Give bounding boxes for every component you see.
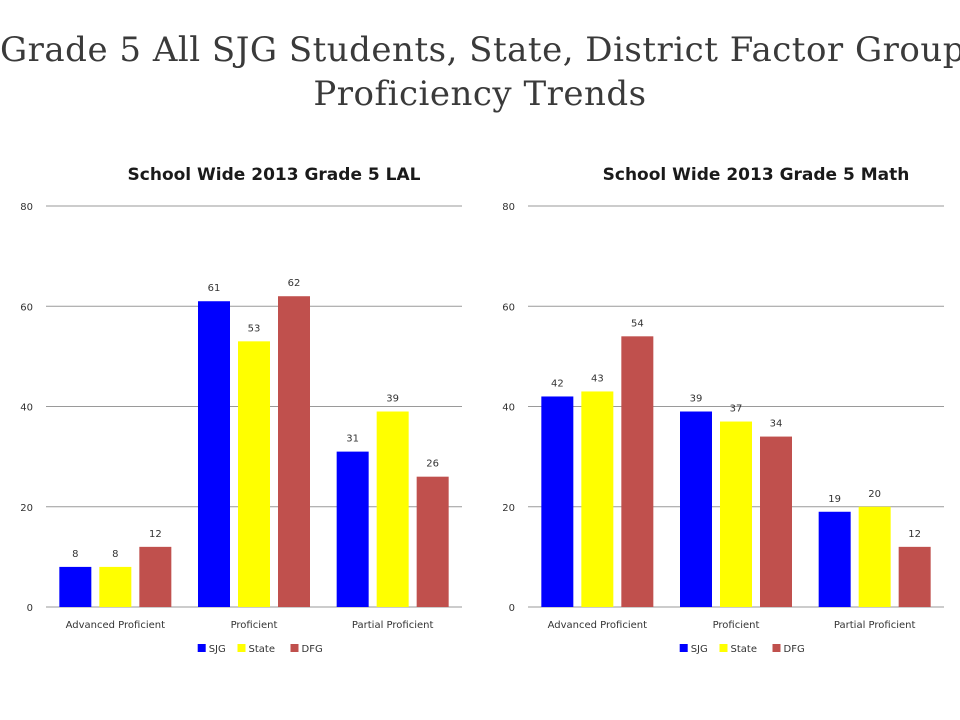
lal-y-tick-label: 20 xyxy=(20,503,33,514)
math-bar-dfg-2 xyxy=(898,546,931,607)
lal-category-label: Proficient xyxy=(231,620,278,631)
math-legend-label-sjg: SJG xyxy=(691,644,708,655)
math-legend-label-dfg: DFG xyxy=(784,644,805,655)
lal-y-tick-label: 60 xyxy=(20,302,33,313)
math-y-tick-label: 0 xyxy=(509,603,515,614)
math-data-label: 39 xyxy=(690,394,703,405)
lal-y-tick-label: 80 xyxy=(20,202,33,213)
lal-legend-swatch-sjg xyxy=(197,644,206,652)
math-data-label: 37 xyxy=(730,404,743,415)
math-data-label: 54 xyxy=(631,318,644,329)
math-legend-label-state: State xyxy=(731,644,757,655)
lal-bar-sjg-1 xyxy=(198,301,230,607)
lal-bar-state-0 xyxy=(99,566,132,607)
math-bar-sjg-0 xyxy=(541,396,574,607)
lal-data-label: 53 xyxy=(248,323,261,334)
lal-data-label: 62 xyxy=(288,278,301,289)
lal-bar-dfg-0 xyxy=(139,546,172,607)
slide-title: Grade 5 All SJG Students, State, Distric… xyxy=(0,28,960,116)
lal-data-label: 61 xyxy=(208,283,221,294)
math-legend-swatch-dfg xyxy=(772,644,781,652)
math-legend-swatch-sjg xyxy=(679,644,688,652)
math-bar-state-0 xyxy=(581,391,614,607)
math-category-label: Partial Proficient xyxy=(834,620,916,631)
math-data-label: 19 xyxy=(828,494,841,505)
math-legend-swatch-state xyxy=(719,644,728,652)
math-data-label: 43 xyxy=(591,373,604,384)
lal-bar-dfg-2 xyxy=(416,476,449,607)
lal-category-label: Advanced Proficient xyxy=(66,620,166,631)
lal-bar-sjg-0 xyxy=(59,566,92,607)
lal-data-label: 31 xyxy=(346,434,359,445)
math-y-tick-label: 20 xyxy=(502,503,515,514)
lal-legend-label-sjg: SJG xyxy=(209,644,226,655)
math-bar-dfg-0 xyxy=(621,336,654,607)
lal-y-tick-label: 0 xyxy=(27,603,33,614)
slide-title-line-1: Grade 5 All SJG Students, State, Distric… xyxy=(0,30,960,70)
math-data-label: 12 xyxy=(908,529,921,540)
math-category-label: Advanced Proficient xyxy=(548,620,648,631)
chart-lal-svg: School Wide 2013 Grade 5 LAL 0 20 40 60 80 8 8 1… xyxy=(20,165,462,655)
lal-category-label: Partial Proficient xyxy=(352,620,434,631)
lal-bar-sjg-2 xyxy=(336,451,369,607)
chart-lal: School Wide 2013 Grade 5 LAL 0 20 40 60 80 8 8 1… xyxy=(0,150,470,680)
math-y-tick-label: 40 xyxy=(502,403,515,414)
lal-data-label: 26 xyxy=(426,459,439,470)
math-y-tick-label: 80 xyxy=(502,202,515,213)
lal-title: School Wide 2013 Grade 5 LAL xyxy=(128,165,421,185)
lal-legend-label-dfg: DFG xyxy=(302,644,323,655)
lal-legend-swatch-dfg xyxy=(290,644,299,652)
lal-data-label: 8 xyxy=(72,549,78,560)
math-title: School Wide 2013 Grade 5 Math xyxy=(603,165,910,185)
math-bar-state-1 xyxy=(720,421,752,607)
lal-data-label: 12 xyxy=(149,529,162,540)
math-data-label: 42 xyxy=(551,378,564,389)
lal-data-label: 39 xyxy=(386,394,399,405)
lal-bar-dfg-1 xyxy=(278,296,310,607)
math-category-label: Proficient xyxy=(713,620,760,631)
slide-title-line-2: Proficiency Trends xyxy=(313,74,647,114)
math-data-label: 20 xyxy=(868,489,881,500)
chart-math: School Wide 2013 Grade 5 Math 0 20 40 60 80 42… xyxy=(482,150,952,680)
lal-legend-swatch-state xyxy=(237,644,246,652)
lal-legend-label-state: State xyxy=(249,644,275,655)
math-y-tick-label: 60 xyxy=(502,302,515,313)
math-bar-dfg-1 xyxy=(760,436,792,607)
lal-y-tick-label: 40 xyxy=(20,403,33,414)
math-bar-sjg-1 xyxy=(680,411,712,607)
math-data-label: 34 xyxy=(770,419,783,430)
lal-bar-state-2 xyxy=(376,411,409,607)
lal-bar-state-1 xyxy=(238,341,270,607)
chart-math-svg: School Wide 2013 Grade 5 Math 0 20 40 60 80 42… xyxy=(502,165,944,655)
lal-data-label: 8 xyxy=(112,549,118,560)
math-bar-sjg-2 xyxy=(818,511,851,607)
math-bar-state-2 xyxy=(858,506,891,607)
